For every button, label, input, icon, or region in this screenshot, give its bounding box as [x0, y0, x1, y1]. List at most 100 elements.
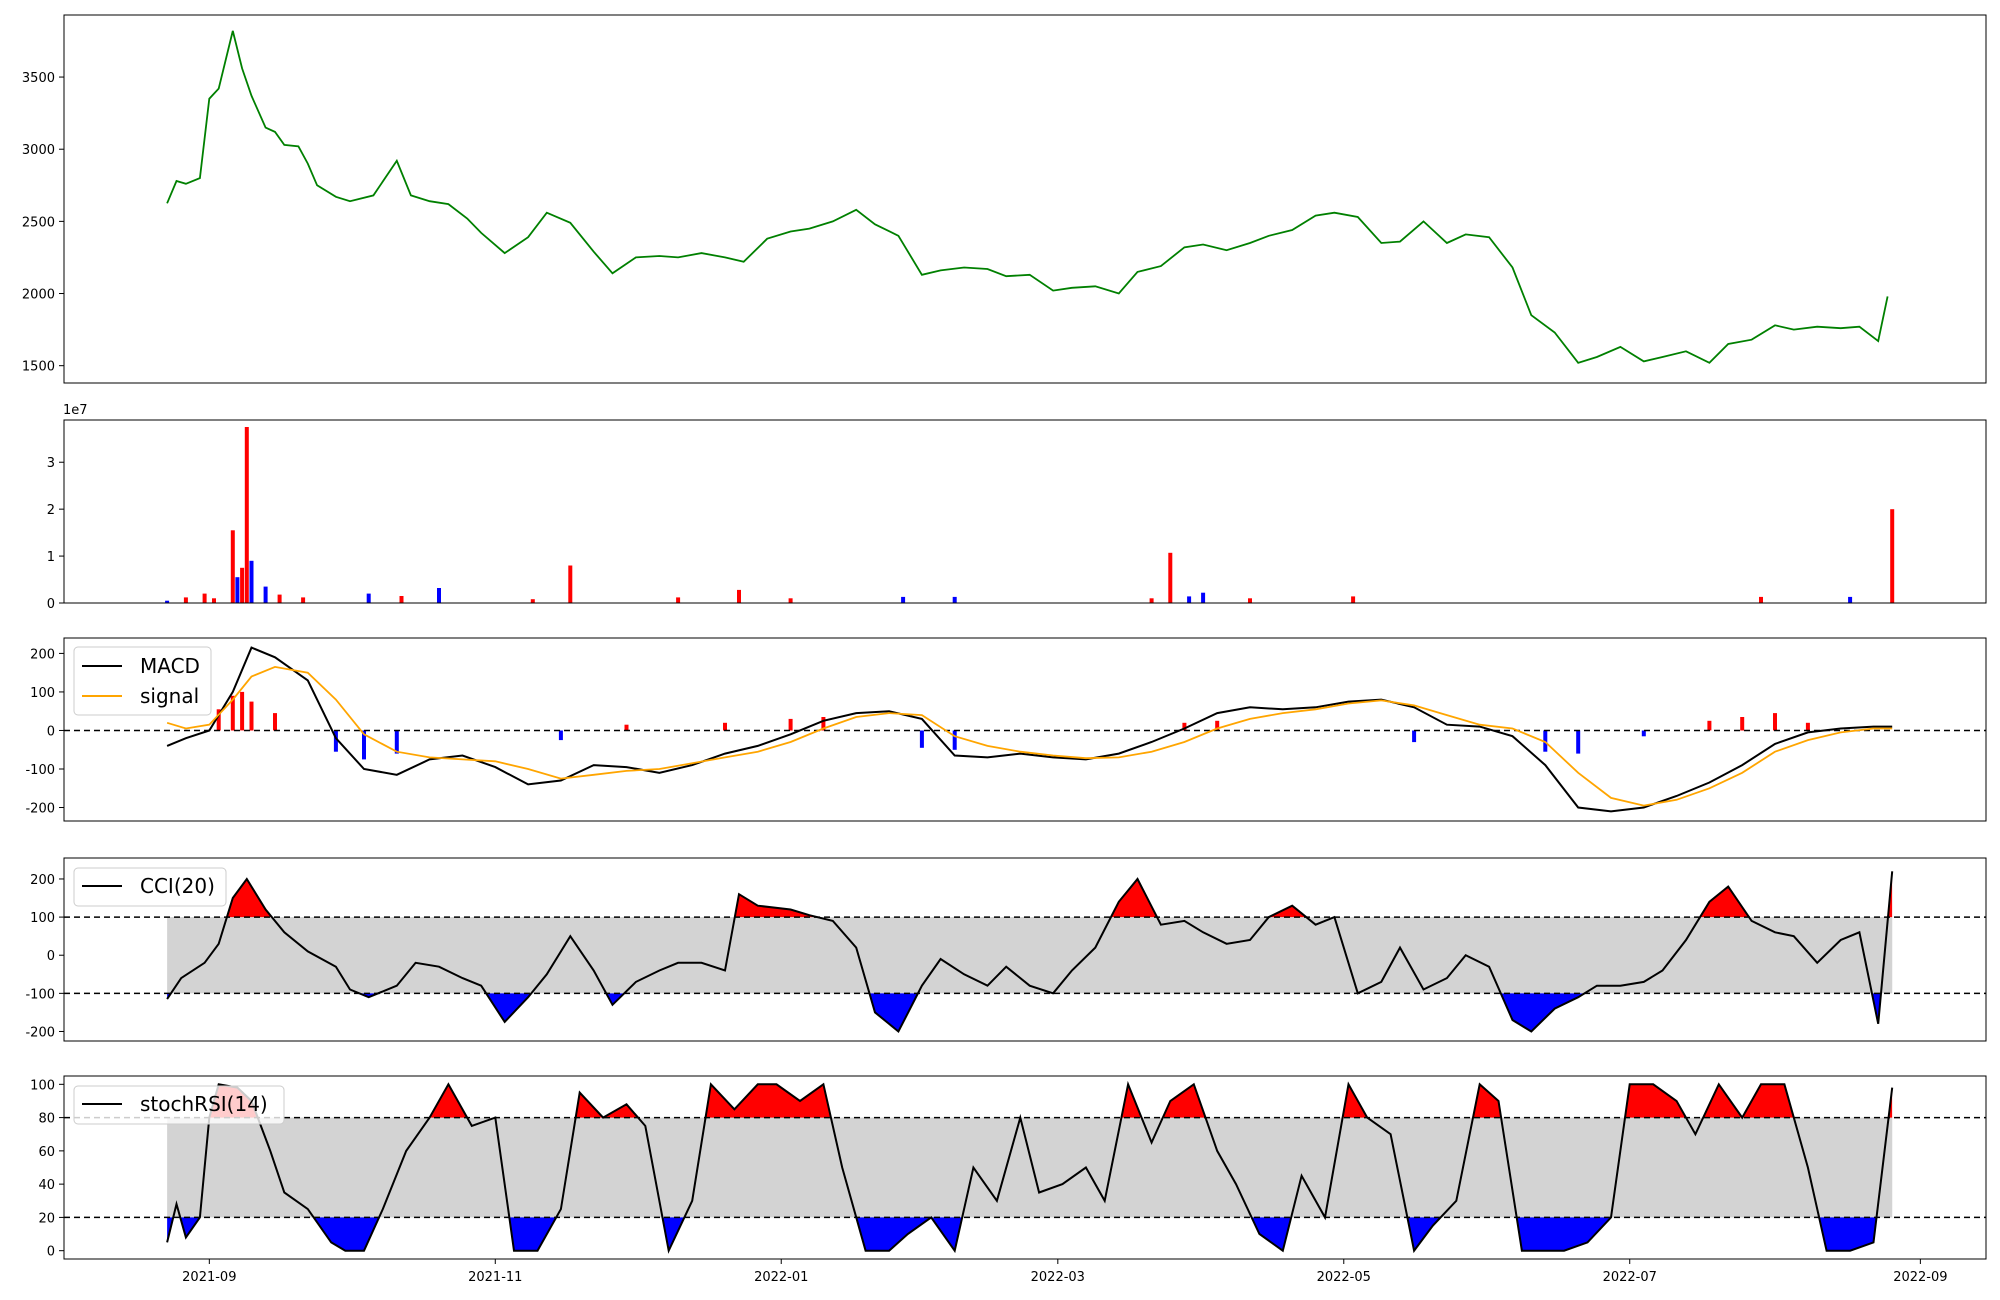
- volume-bar: [568, 565, 573, 603]
- stochrsi-oversold-fill: [663, 1217, 685, 1250]
- stochrsi-legend-label: stochRSI(14): [140, 1092, 268, 1116]
- volume-bar: [399, 596, 404, 603]
- macd-histogram-bar: [1412, 730, 1417, 743]
- cci-legend-label: CCI(20): [140, 874, 215, 898]
- y-tick-label: 0: [47, 1245, 55, 1260]
- x-tick-label: 2022-05: [1317, 1270, 1371, 1285]
- volume-panel: 1e7 0 1 2 3: [47, 403, 1987, 612]
- cci-overbought-fill: [1111, 879, 1157, 918]
- macd-histogram-bar: [821, 717, 826, 731]
- macd-histogram-bar: [273, 713, 277, 731]
- stochrsi-neutral-band: [167, 1117, 1893, 1218]
- y-tick-label: 3000: [22, 143, 55, 158]
- y-tick-label: 100: [30, 686, 55, 701]
- plot-frame: [63, 637, 1987, 822]
- volume-scale-label: 1e7: [63, 403, 88, 418]
- y-tick-label: 1500: [22, 360, 55, 375]
- price-line: [166, 30, 1889, 364]
- macd-histogram-bar: [788, 718, 793, 731]
- macd-histogram-bar: [333, 730, 338, 752]
- stochrsi-overbought-fill: [430, 1084, 468, 1118]
- y-tick-label: 200: [30, 873, 55, 888]
- macd-histogram-bar: [919, 730, 924, 748]
- cci-panel: -200 -100 0 100 200: [25, 857, 1987, 1042]
- volume-bar: [263, 586, 268, 603]
- macd-histogram-bar: [952, 730, 957, 750]
- stochrsi-oversold-fill: [314, 1217, 379, 1251]
- macd-legend: MACD signal: [73, 646, 212, 716]
- cci-overbought-fill: [227, 879, 272, 918]
- y-tick-label: 100: [30, 1078, 55, 1093]
- volume-bar: [249, 560, 254, 603]
- volume-bar: [183, 597, 188, 603]
- volume-bar: [1848, 596, 1853, 603]
- stochrsi-overbought-fill: [1343, 1085, 1368, 1118]
- stochrsi-overbought-fill: [1704, 1084, 1794, 1118]
- cci-oversold-fill: [487, 993, 532, 1022]
- y-tick-label: 2500: [22, 215, 55, 230]
- volume-bar: [202, 593, 207, 603]
- stochrsi-oversold-fill: [1252, 1217, 1292, 1251]
- macd-histogram-bar: [558, 730, 563, 741]
- stochrsi-overbought-fill: [706, 1084, 831, 1118]
- stochrsi-panel: 0 20 40 60 80 100: [30, 1075, 1987, 1260]
- plot-frame: [63, 1075, 1987, 1260]
- y-tick-label: -100: [25, 987, 55, 1002]
- volume-bar: [901, 596, 906, 603]
- macd-histogram-bar: [394, 730, 399, 754]
- macd-histogram-bar: [362, 730, 366, 760]
- date-x-axis: 2021-09 2021-11 2022-01 2022-03 2022-05 2022-…: [182, 1259, 1948, 1285]
- y-tick-label: 200: [30, 647, 55, 662]
- macd-histogram-bar: [1707, 720, 1712, 731]
- volume-bar: [244, 427, 249, 603]
- y-tick-label: 60: [38, 1145, 55, 1160]
- y-tick-label: 0: [47, 949, 55, 964]
- volume-bar: [437, 588, 441, 603]
- cci-neutral-band: [167, 917, 1893, 994]
- stochrsi-overbought-fill: [576, 1093, 638, 1118]
- y-tick-label: 2: [47, 503, 55, 518]
- stochrsi-legend-box: [73, 1085, 285, 1125]
- y-tick-label: 0: [47, 597, 55, 612]
- macd-histogram-bar: [240, 691, 245, 731]
- volume-bar: [1890, 509, 1895, 603]
- stochrsi-oversold-fill: [857, 1217, 963, 1251]
- plot-frame: [63, 857, 1987, 1042]
- volume-bar: [1149, 598, 1154, 603]
- x-tick-label: 2022-07: [1603, 1270, 1657, 1285]
- volume-bar: [301, 597, 306, 603]
- plot-frame: [63, 14, 1987, 384]
- cci-legend-box: [73, 867, 227, 907]
- volume-bar: [235, 577, 240, 603]
- volume-bar: [530, 599, 535, 603]
- macd-histogram-bar: [1182, 722, 1187, 731]
- macd-histogram-bar: [1740, 717, 1745, 731]
- stochrsi-overbought-fill: [1163, 1084, 1206, 1118]
- macd-panel: -200 -100 0 100 200: [25, 637, 1987, 822]
- x-tick-label: 2022-09: [1893, 1270, 1947, 1285]
- macd-histogram-bar: [1773, 713, 1777, 731]
- price-panel: 1500 2000 2500 3000 3500: [22, 14, 1987, 384]
- volume-bar: [1351, 596, 1356, 603]
- volume-bar: [165, 600, 170, 603]
- volume-bar: [1759, 596, 1763, 603]
- macd-histogram-bar: [249, 701, 254, 731]
- y-tick-label: -200: [25, 1025, 55, 1040]
- y-tick-label: -100: [25, 763, 55, 778]
- macd-histogram-bar: [216, 709, 221, 731]
- cci-legend: CCI(20): [73, 867, 227, 907]
- volume-bar: [277, 594, 282, 603]
- y-tick-label: 100: [30, 911, 55, 926]
- volume-bar: [676, 597, 681, 603]
- y-tick-label: 80: [38, 1112, 55, 1127]
- cci-line: [166, 871, 1894, 1034]
- x-tick-label: 2022-01: [754, 1270, 808, 1285]
- volume-bar: [212, 598, 216, 603]
- stochrsi-line: [166, 1080, 1894, 1254]
- plot-frame: [63, 419, 1987, 604]
- y-tick-label: 2000: [22, 288, 55, 303]
- x-tick-label: 2021-11: [468, 1270, 522, 1285]
- cci-oversold-fill: [1501, 993, 1585, 1032]
